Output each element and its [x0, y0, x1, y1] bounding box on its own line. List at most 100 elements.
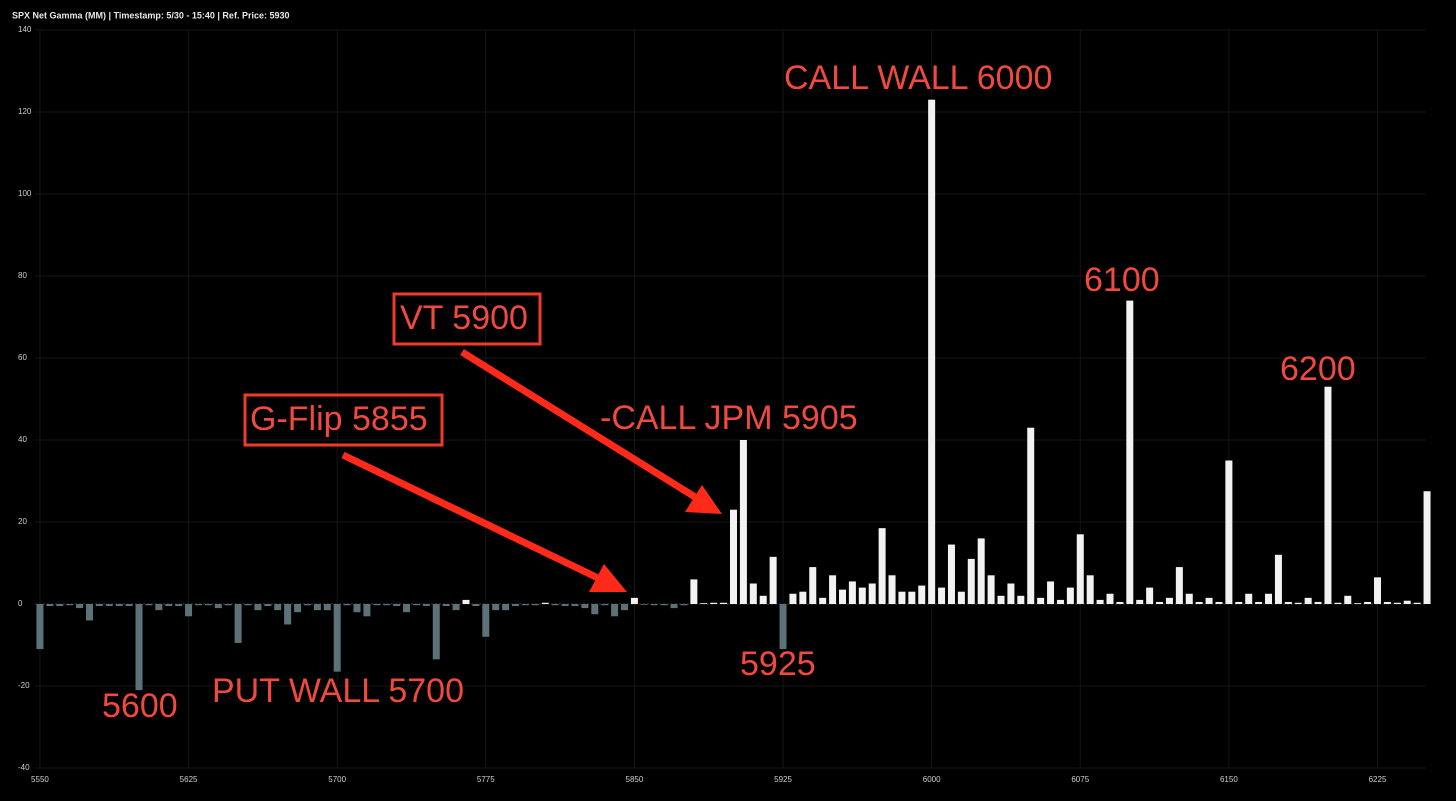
bar [690, 579, 698, 604]
bar [1225, 460, 1233, 604]
bar [660, 604, 668, 606]
bar [214, 604, 222, 609]
x-tick-label: 6150 [1220, 775, 1238, 784]
bar [442, 604, 450, 607]
bar [422, 604, 430, 607]
y-tick-label: 40 [18, 435, 27, 444]
y-tick-label: 140 [18, 25, 32, 34]
bar [957, 591, 965, 604]
bar [739, 440, 747, 604]
bar [898, 591, 906, 604]
x-tick-label: 5625 [180, 775, 198, 784]
bar [700, 603, 708, 604]
bar [303, 604, 311, 606]
annotation-box [392, 292, 542, 346]
bar [323, 604, 331, 611]
bar [175, 604, 183, 607]
bar [769, 556, 777, 604]
bar [1106, 593, 1114, 604]
x-tick-label: 5925 [774, 775, 792, 784]
bar [1086, 575, 1094, 604]
y-tick-label: 20 [18, 517, 27, 526]
y-tick-label: 100 [18, 189, 32, 198]
x-tick-label: 6000 [923, 775, 941, 784]
bar [85, 604, 93, 621]
bar [888, 575, 896, 604]
bar [987, 575, 995, 604]
bar [194, 604, 202, 606]
bar [56, 604, 64, 607]
bar [115, 604, 123, 607]
bar [1126, 300, 1134, 604]
bar [1096, 599, 1104, 604]
bar [145, 604, 153, 606]
y-tick-label: -40 [18, 763, 30, 772]
bar [908, 591, 916, 604]
annotation: G-Flip 5855 [250, 400, 428, 438]
bar [313, 604, 321, 611]
bar [1205, 597, 1213, 604]
bar [1027, 427, 1035, 604]
bar [541, 602, 549, 604]
bar [918, 585, 926, 604]
bar [1255, 601, 1263, 604]
bar [264, 604, 272, 607]
annotation-box [243, 393, 444, 447]
bar [571, 604, 579, 607]
bar [512, 604, 520, 607]
bar [1403, 600, 1411, 604]
bar [343, 604, 351, 606]
bar [938, 587, 946, 604]
bar [977, 538, 985, 604]
bars [36, 99, 1431, 691]
annotation: 5925 [740, 645, 816, 683]
bar [640, 604, 648, 605]
bar [680, 604, 688, 606]
annotation: VT 5900 [400, 299, 528, 337]
bar [432, 604, 440, 660]
x-tick-label: 6225 [1369, 775, 1387, 784]
bar [105, 604, 113, 607]
bar [551, 604, 559, 606]
bar [1146, 587, 1154, 604]
x-tick-label: 5775 [477, 775, 495, 784]
x-tick-label: 6075 [1071, 775, 1089, 784]
arrow-head [589, 564, 627, 592]
chart-title: SPX Net Gamma (MM) | Timestamp: 5/30 - 1… [12, 10, 289, 20]
bar [601, 604, 609, 606]
bar [670, 604, 678, 609]
bar [36, 604, 44, 650]
bar [403, 604, 411, 613]
bar [185, 604, 193, 617]
bar [591, 604, 599, 615]
bar [848, 581, 856, 604]
bar [1284, 601, 1292, 604]
bar [1294, 602, 1302, 604]
bar [1116, 601, 1124, 604]
bar [829, 575, 837, 604]
annotation: 5600 [102, 687, 178, 725]
bar [1195, 601, 1203, 604]
y-tick-label: 80 [18, 271, 27, 280]
bar [531, 604, 539, 606]
bar [95, 604, 103, 607]
bar [363, 604, 371, 617]
bar [135, 604, 143, 691]
bar [125, 604, 133, 607]
bar [165, 604, 173, 607]
bar [1423, 491, 1431, 604]
annotations: CALL WALL 6000 6100 6200 VT 5900 G-Flip … [102, 59, 1356, 725]
bar [1383, 601, 1391, 604]
x-tick-label: 5850 [626, 775, 644, 784]
y-tick-label: 60 [18, 353, 27, 362]
bar [947, 544, 955, 604]
bar [66, 604, 74, 606]
bar [1007, 583, 1015, 604]
bar [353, 604, 361, 613]
bar [224, 604, 232, 606]
x-tick-label: 5700 [328, 775, 346, 784]
bar [244, 604, 252, 606]
bar [1175, 567, 1183, 604]
